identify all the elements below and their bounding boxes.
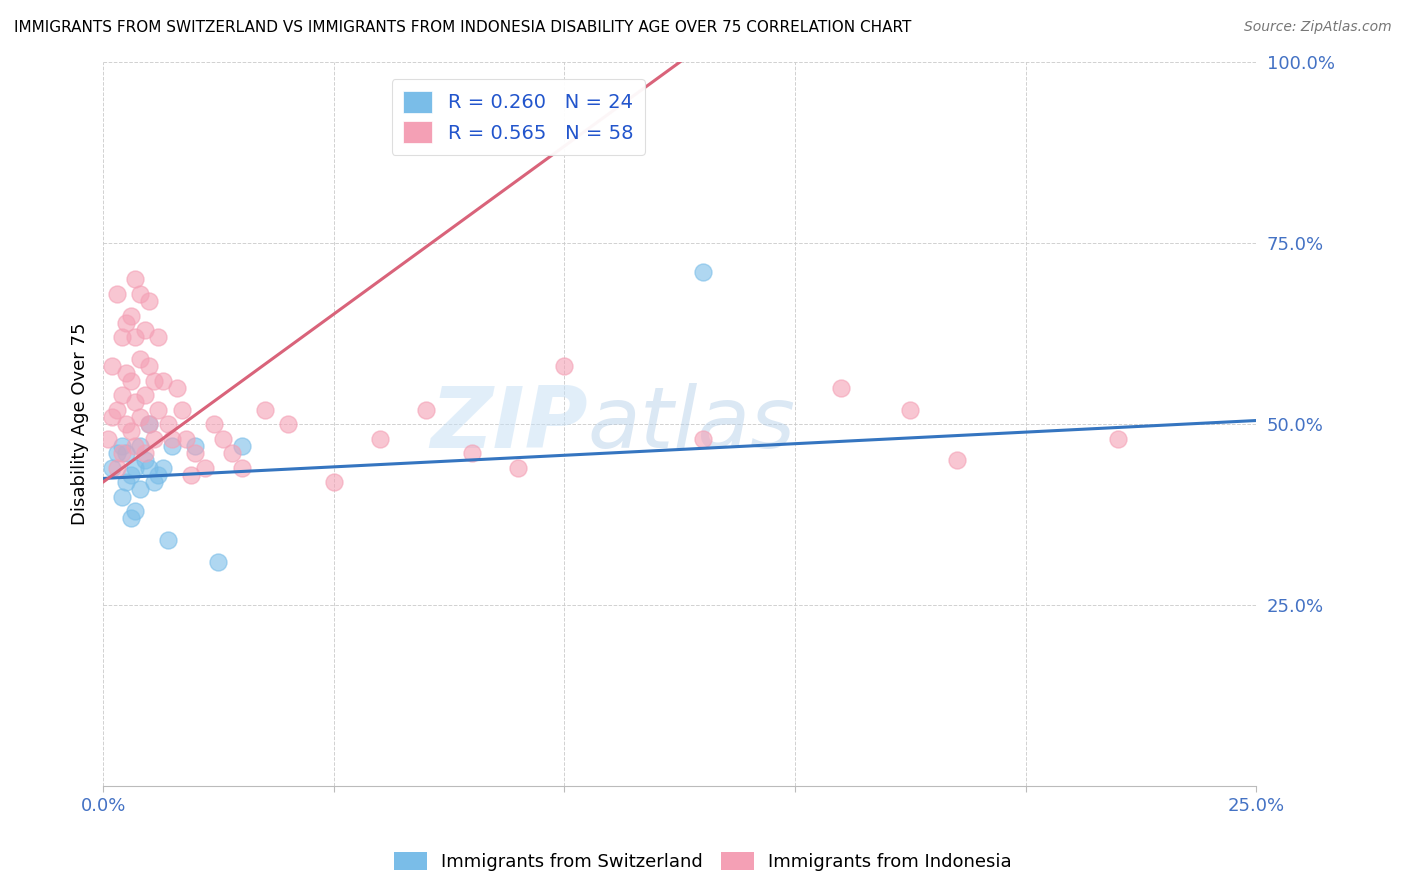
Point [138, 417, 160, 431]
Point [207, 555, 229, 569]
Point [97, 432, 120, 446]
Point [148, 330, 170, 344]
Point [124, 330, 146, 344]
Point [115, 417, 138, 431]
Point [138, 294, 160, 309]
Point [1107, 432, 1129, 446]
Text: ZIP: ZIP [430, 383, 588, 466]
Point [184, 439, 207, 453]
Point [830, 381, 852, 395]
Point [124, 439, 146, 453]
Text: atlas: atlas [588, 383, 796, 466]
Point [110, 446, 132, 460]
Point [170, 402, 193, 417]
Point [138, 417, 160, 431]
Point [110, 439, 132, 453]
Point [166, 381, 188, 395]
Point [115, 475, 138, 489]
Point [553, 359, 575, 374]
Point [692, 265, 714, 279]
Text: Source: ZipAtlas.com: Source: ZipAtlas.com [1244, 20, 1392, 34]
Point [221, 446, 243, 460]
Point [156, 533, 179, 547]
Point [152, 460, 174, 475]
Point [129, 439, 152, 453]
Point [692, 432, 714, 446]
Point [277, 417, 299, 431]
Point [202, 417, 225, 431]
Point [134, 388, 156, 402]
Point [124, 504, 146, 518]
Point [101, 359, 124, 374]
Legend: Immigrants from Switzerland, Immigrants from Indonesia: Immigrants from Switzerland, Immigrants … [387, 845, 1019, 879]
Point [945, 453, 967, 467]
Point [231, 439, 253, 453]
Point [162, 439, 184, 453]
Point [105, 402, 128, 417]
Point [110, 490, 132, 504]
Point [101, 460, 124, 475]
Point [129, 483, 152, 497]
Point [174, 432, 197, 446]
Point [180, 467, 202, 482]
Point [148, 402, 170, 417]
Point [124, 395, 146, 409]
Point [156, 417, 179, 431]
Point [120, 425, 142, 439]
Point [120, 511, 142, 525]
Point [322, 475, 344, 489]
Point [110, 388, 132, 402]
Point [142, 432, 165, 446]
Point [124, 272, 146, 286]
Point [129, 286, 152, 301]
Point [184, 446, 207, 460]
Point [105, 446, 128, 460]
Point [115, 446, 138, 460]
Point [368, 432, 391, 446]
Point [508, 460, 530, 475]
Point [110, 330, 132, 344]
Point [142, 374, 165, 388]
Point [461, 446, 484, 460]
Point [105, 286, 128, 301]
Point [129, 409, 152, 424]
Point [898, 402, 921, 417]
Point [253, 402, 276, 417]
Point [120, 467, 142, 482]
Point [129, 351, 152, 366]
Point [231, 460, 253, 475]
Point [120, 309, 142, 323]
Point [138, 359, 160, 374]
Point [120, 374, 142, 388]
Point [415, 402, 437, 417]
Point [152, 374, 174, 388]
Point [138, 460, 160, 475]
Point [101, 409, 124, 424]
Point [115, 316, 138, 330]
Point [115, 367, 138, 381]
Point [162, 432, 184, 446]
Point [124, 460, 146, 475]
Point [142, 475, 165, 489]
Text: IMMIGRANTS FROM SWITZERLAND VS IMMIGRANTS FROM INDONESIA DISABILITY AGE OVER 75 : IMMIGRANTS FROM SWITZERLAND VS IMMIGRANT… [14, 20, 911, 35]
Point [212, 432, 235, 446]
Point [194, 460, 217, 475]
Y-axis label: Disability Age Over 75: Disability Age Over 75 [72, 323, 89, 525]
Point [134, 323, 156, 337]
Point [134, 453, 156, 467]
Point [105, 460, 128, 475]
Point [148, 467, 170, 482]
Legend: R = 0.260   N = 24, R = 0.565   N = 58: R = 0.260 N = 24, R = 0.565 N = 58 [391, 79, 645, 155]
Point [134, 446, 156, 460]
